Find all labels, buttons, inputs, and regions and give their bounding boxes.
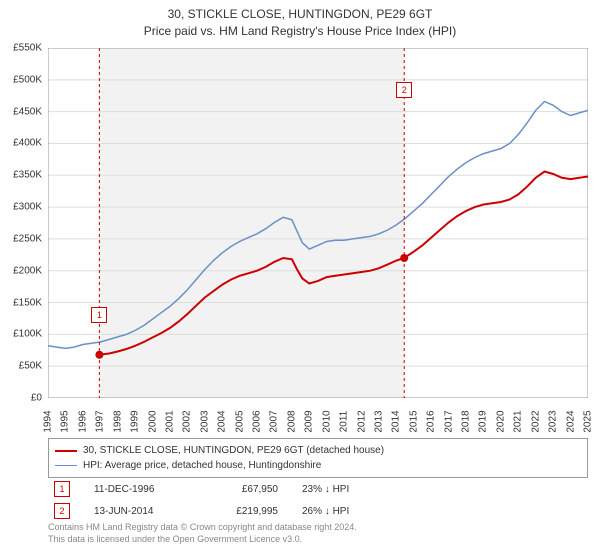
marker-delta-1: 23% ↓ HPI	[302, 484, 382, 495]
plot-badge-2: 2	[396, 82, 412, 98]
x-tick-label: 2000	[147, 410, 158, 432]
plot-badge-1: 1	[91, 307, 107, 323]
legend-swatch-red	[55, 450, 77, 452]
x-tick-label: 1994	[43, 410, 54, 432]
x-tick-label: 2006	[252, 410, 263, 432]
x-tick-label: 2011	[339, 411, 350, 433]
x-tick-label: 2017	[443, 410, 454, 432]
legend-label-property: 30, STICKLE CLOSE, HUNTINGDON, PE29 6GT …	[83, 443, 384, 458]
legend-row-property: 30, STICKLE CLOSE, HUNTINGDON, PE29 6GT …	[55, 443, 581, 458]
x-tick-label: 2021	[513, 410, 524, 432]
y-tick-label: £0	[31, 393, 42, 404]
x-tick-label: 2024	[565, 410, 576, 432]
x-tick-label: 1999	[130, 410, 141, 432]
footer-attribution: Contains HM Land Registry data © Crown c…	[48, 522, 588, 545]
legend-label-hpi: HPI: Average price, detached house, Hunt…	[83, 458, 321, 473]
marker-row-2: 2 13-JUN-2014 £219,995 26% ↓ HPI	[48, 500, 588, 522]
chart-container: 30, STICKLE CLOSE, HUNTINGDON, PE29 6GT …	[0, 0, 600, 560]
y-tick-label: £100K	[13, 329, 42, 340]
x-tick-label: 2015	[408, 410, 419, 432]
x-tick-label: 2008	[286, 410, 297, 432]
x-tick-label: 2023	[548, 410, 559, 432]
x-tick-label: 1997	[95, 410, 106, 432]
x-tick-label: 2009	[304, 410, 315, 432]
x-tick-label: 2007	[269, 410, 280, 432]
legend-row-hpi: HPI: Average price, detached house, Hunt…	[55, 458, 581, 473]
x-tick-label: 2004	[217, 410, 228, 432]
x-tick-label: 2014	[391, 410, 402, 432]
y-tick-label: £550K	[13, 43, 42, 54]
title-block: 30, STICKLE CLOSE, HUNTINGDON, PE29 6GT …	[0, 0, 600, 40]
x-tick-label: 2018	[461, 410, 472, 432]
plot-svg	[48, 48, 588, 398]
footer-line-1: Contains HM Land Registry data © Crown c…	[48, 522, 588, 534]
title-line-2: Price paid vs. HM Land Registry's House …	[0, 23, 600, 40]
y-tick-label: £50K	[19, 361, 42, 372]
chart-area: £0£50K£100K£150K£200K£250K£300K£350K£400…	[48, 48, 588, 398]
y-tick-label: £350K	[13, 170, 42, 181]
x-tick-label: 2020	[495, 410, 506, 432]
marker-delta-2: 26% ↓ HPI	[302, 506, 382, 517]
x-tick-label: 2016	[426, 410, 437, 432]
x-tick-label: 1998	[112, 410, 123, 432]
marker-date-2: 13-JUN-2014	[94, 506, 184, 517]
y-tick-label: £300K	[13, 202, 42, 213]
x-tick-label: 2001	[164, 410, 175, 432]
legend-swatch-blue	[55, 465, 77, 466]
x-tick-label: 2005	[234, 410, 245, 432]
y-tick-label: £150K	[13, 297, 42, 308]
y-tick-label: £500K	[13, 74, 42, 85]
y-tick-label: £400K	[13, 138, 42, 149]
x-tick-label: 2022	[530, 410, 541, 432]
y-tick-label: £200K	[13, 265, 42, 276]
marker-table: 1 11-DEC-1996 £67,950 23% ↓ HPI 2 13-JUN…	[48, 478, 588, 522]
footer-line-2: This data is licensed under the Open Gov…	[48, 534, 588, 546]
legend-box: 30, STICKLE CLOSE, HUNTINGDON, PE29 6GT …	[48, 438, 588, 478]
marker-price-1: £67,950	[208, 484, 278, 495]
x-tick-label: 1996	[77, 410, 88, 432]
y-tick-label: £250K	[13, 233, 42, 244]
x-tick-label: 2013	[373, 410, 384, 432]
x-tick-label: 2002	[182, 410, 193, 432]
x-tick-label: 2010	[321, 410, 332, 432]
x-tick-label: 1995	[60, 410, 71, 432]
marker-date-1: 11-DEC-1996	[94, 484, 184, 495]
x-tick-label: 2019	[478, 410, 489, 432]
marker-badge-1: 1	[54, 481, 70, 497]
x-tick-label: 2025	[583, 410, 594, 432]
y-tick-label: £450K	[13, 106, 42, 117]
x-tick-label: 2012	[356, 410, 367, 432]
x-tick-label: 2003	[199, 410, 210, 432]
title-line-1: 30, STICKLE CLOSE, HUNTINGDON, PE29 6GT	[0, 6, 600, 23]
marker-price-2: £219,995	[208, 506, 278, 517]
marker-badge-2: 2	[54, 503, 70, 519]
marker-row-1: 1 11-DEC-1996 £67,950 23% ↓ HPI	[48, 478, 588, 500]
